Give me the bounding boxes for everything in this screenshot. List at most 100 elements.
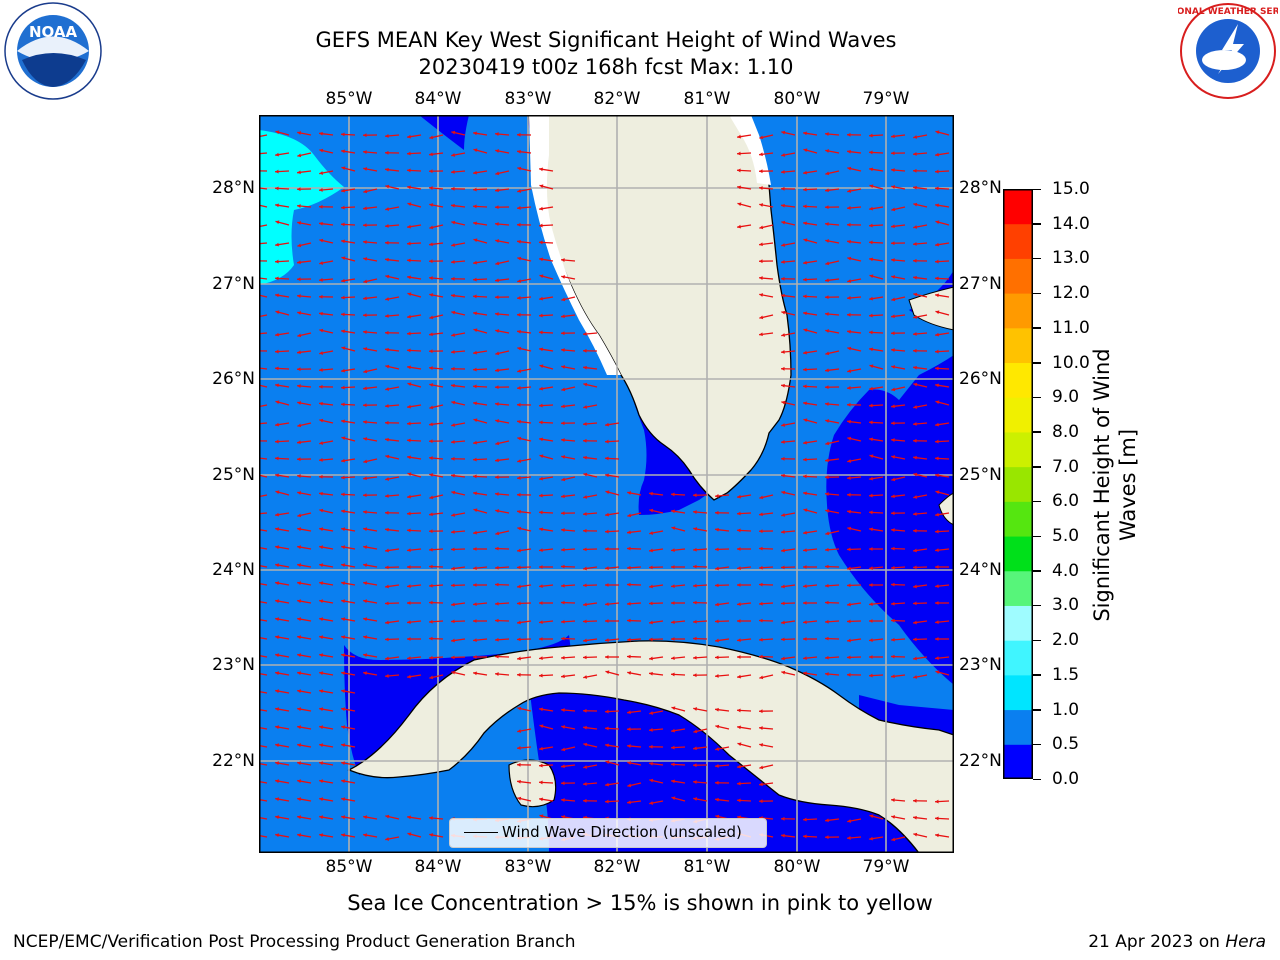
lat-label-right: 28°N bbox=[959, 178, 1002, 198]
wave-direction-arrowhead bbox=[363, 330, 367, 334]
wave-direction-arrowhead bbox=[605, 439, 609, 444]
lon-label-top: 83°W bbox=[504, 89, 552, 109]
colorbar-tick-label: 1.5 bbox=[1052, 664, 1080, 685]
wave-direction-arrowhead bbox=[319, 563, 324, 568]
lon-label-top: 81°W bbox=[683, 89, 731, 109]
wave-direction-arrowhead bbox=[935, 242, 939, 247]
wave-direction-arrowhead bbox=[561, 455, 566, 459]
wave-direction-arrowhead bbox=[451, 350, 455, 354]
wave-direction-arrowhead bbox=[297, 187, 301, 192]
wave-direction-arrowhead bbox=[715, 780, 719, 785]
wave-direction-arrowhead bbox=[297, 204, 301, 208]
wave-direction-arrowhead bbox=[913, 548, 917, 553]
wave-direction-arrowhead bbox=[671, 745, 675, 750]
wave-direction-arrowhead bbox=[451, 566, 455, 571]
wave-direction-arrowhead bbox=[715, 547, 719, 552]
wave-direction-arrowhead bbox=[847, 402, 851, 407]
wave-direction-arrowhead bbox=[935, 310, 940, 315]
wave-direction-arrowhead bbox=[869, 476, 873, 481]
wave-direction-arrowhead bbox=[737, 528, 741, 533]
wave-direction-arrowhead bbox=[825, 600, 829, 605]
wave-direction-arrowhead bbox=[803, 548, 807, 553]
wave-direction-arrowhead bbox=[341, 707, 346, 712]
wave-direction-arrowhead bbox=[627, 618, 631, 623]
wave-direction-arrowhead bbox=[649, 728, 653, 732]
wave-direction-arrowhead bbox=[935, 422, 939, 427]
wave-direction-arrowhead bbox=[319, 617, 324, 622]
wave-direction-arrowhead bbox=[869, 386, 873, 391]
colorbar-label: Significant Height of Wind Waves [m] bbox=[1090, 348, 1140, 622]
wave-direction-arrowhead bbox=[869, 274, 874, 279]
wave-direction-arrowhead bbox=[671, 672, 675, 677]
wave-direction-arrowhead bbox=[495, 385, 499, 390]
wave-direction-arrowhead bbox=[319, 188, 323, 192]
wave-direction-arrowhead bbox=[473, 655, 477, 659]
wave-direction-arrowhead bbox=[737, 134, 741, 139]
colorbar-tick-label: 4.0 bbox=[1052, 560, 1080, 581]
wave-direction-arrowhead bbox=[495, 546, 499, 551]
wave-direction-arrowhead bbox=[561, 764, 565, 769]
wave-direction-arrowhead bbox=[319, 221, 323, 226]
wave-direction-arrowhead bbox=[759, 512, 763, 517]
wave-direction-arrowhead bbox=[869, 566, 873, 571]
wave-direction-arrowhead bbox=[825, 619, 829, 624]
wave-direction-arrowhead bbox=[561, 674, 565, 679]
wave-direction-arrowhead bbox=[429, 564, 433, 569]
wave-direction-arrowhead bbox=[869, 347, 873, 352]
wave-direction-arrowhead bbox=[407, 674, 411, 679]
wave-direction-arrowhead bbox=[803, 148, 808, 153]
wave-direction-arrowhead bbox=[935, 349, 939, 354]
colorbar-segment bbox=[1003, 258, 1033, 294]
wave-direction-arrowhead bbox=[759, 582, 763, 587]
national-weather-service-logo: NATIONAL WEATHER SERVICE bbox=[1178, 3, 1278, 99]
wave-direction-arrowhead bbox=[671, 526, 676, 531]
colorbar-tick-label: 0.5 bbox=[1052, 734, 1080, 755]
colorbar-tick-mark bbox=[1033, 292, 1041, 295]
wave-direction-arrowhead bbox=[693, 729, 698, 734]
wave-direction-arrowhead bbox=[473, 131, 477, 136]
wave-direction-arrowhead bbox=[715, 602, 719, 607]
colorbar-tick-mark bbox=[1033, 431, 1041, 433]
wave-direction-arrowhead bbox=[385, 837, 390, 841]
wave-direction-arrowhead bbox=[297, 131, 302, 135]
wave-direction-arrowhead bbox=[891, 837, 896, 842]
wave-direction-arrowhead bbox=[341, 436, 346, 441]
wave-direction-arrowhead bbox=[429, 619, 433, 624]
wave-direction-arrowhead bbox=[583, 566, 587, 571]
wave-direction-arrowhead bbox=[737, 185, 741, 190]
wave-direction-arrowhead bbox=[869, 836, 873, 841]
wave-direction-arrowhead bbox=[891, 224, 895, 229]
wave-direction-arrowhead bbox=[759, 259, 763, 264]
wave-direction-arrowhead bbox=[913, 242, 917, 246]
wave-direction-arrowhead bbox=[803, 238, 808, 243]
wave-direction-arrowhead bbox=[473, 328, 478, 333]
wave-direction-arrowhead bbox=[935, 276, 939, 281]
wave-direction-arrowhead bbox=[363, 653, 368, 658]
lon-label-bottom: 85°W bbox=[325, 857, 373, 877]
wave-direction-arrowhead bbox=[891, 494, 895, 499]
wave-direction-arrowhead bbox=[561, 404, 565, 409]
wave-direction-arrowhead bbox=[385, 364, 390, 369]
wave-direction-arrowhead bbox=[451, 203, 455, 208]
wave-direction-arrowhead bbox=[341, 346, 346, 351]
wave-direction-arrowhead bbox=[385, 674, 389, 678]
wave-direction-arrowhead bbox=[935, 130, 940, 135]
colorbar-tick-mark bbox=[1033, 223, 1041, 225]
wave-direction-arrowhead bbox=[583, 365, 587, 370]
wave-direction-arrowhead bbox=[319, 328, 324, 333]
wave-direction-arrowhead bbox=[341, 188, 345, 193]
wave-direction-arrowhead bbox=[627, 546, 631, 551]
wave-direction-arrowhead bbox=[583, 708, 587, 713]
wave-direction-arrowhead bbox=[517, 584, 521, 589]
wave-direction-arrowhead bbox=[649, 531, 654, 535]
wave-direction-arrowhead bbox=[847, 819, 852, 823]
wave-direction-arrowhead bbox=[561, 387, 566, 392]
wave-direction-arrowhead bbox=[737, 511, 741, 516]
wave-direction-arrowhead bbox=[297, 761, 302, 766]
wave-direction-arrowhead bbox=[913, 675, 918, 679]
wave-direction-arrowhead bbox=[473, 671, 477, 676]
wave-direction-arrowhead bbox=[495, 419, 500, 423]
wave-direction-arrowhead bbox=[297, 815, 302, 820]
wave-direction-arrowhead bbox=[781, 637, 785, 642]
wave-direction-arrowhead bbox=[869, 167, 873, 172]
